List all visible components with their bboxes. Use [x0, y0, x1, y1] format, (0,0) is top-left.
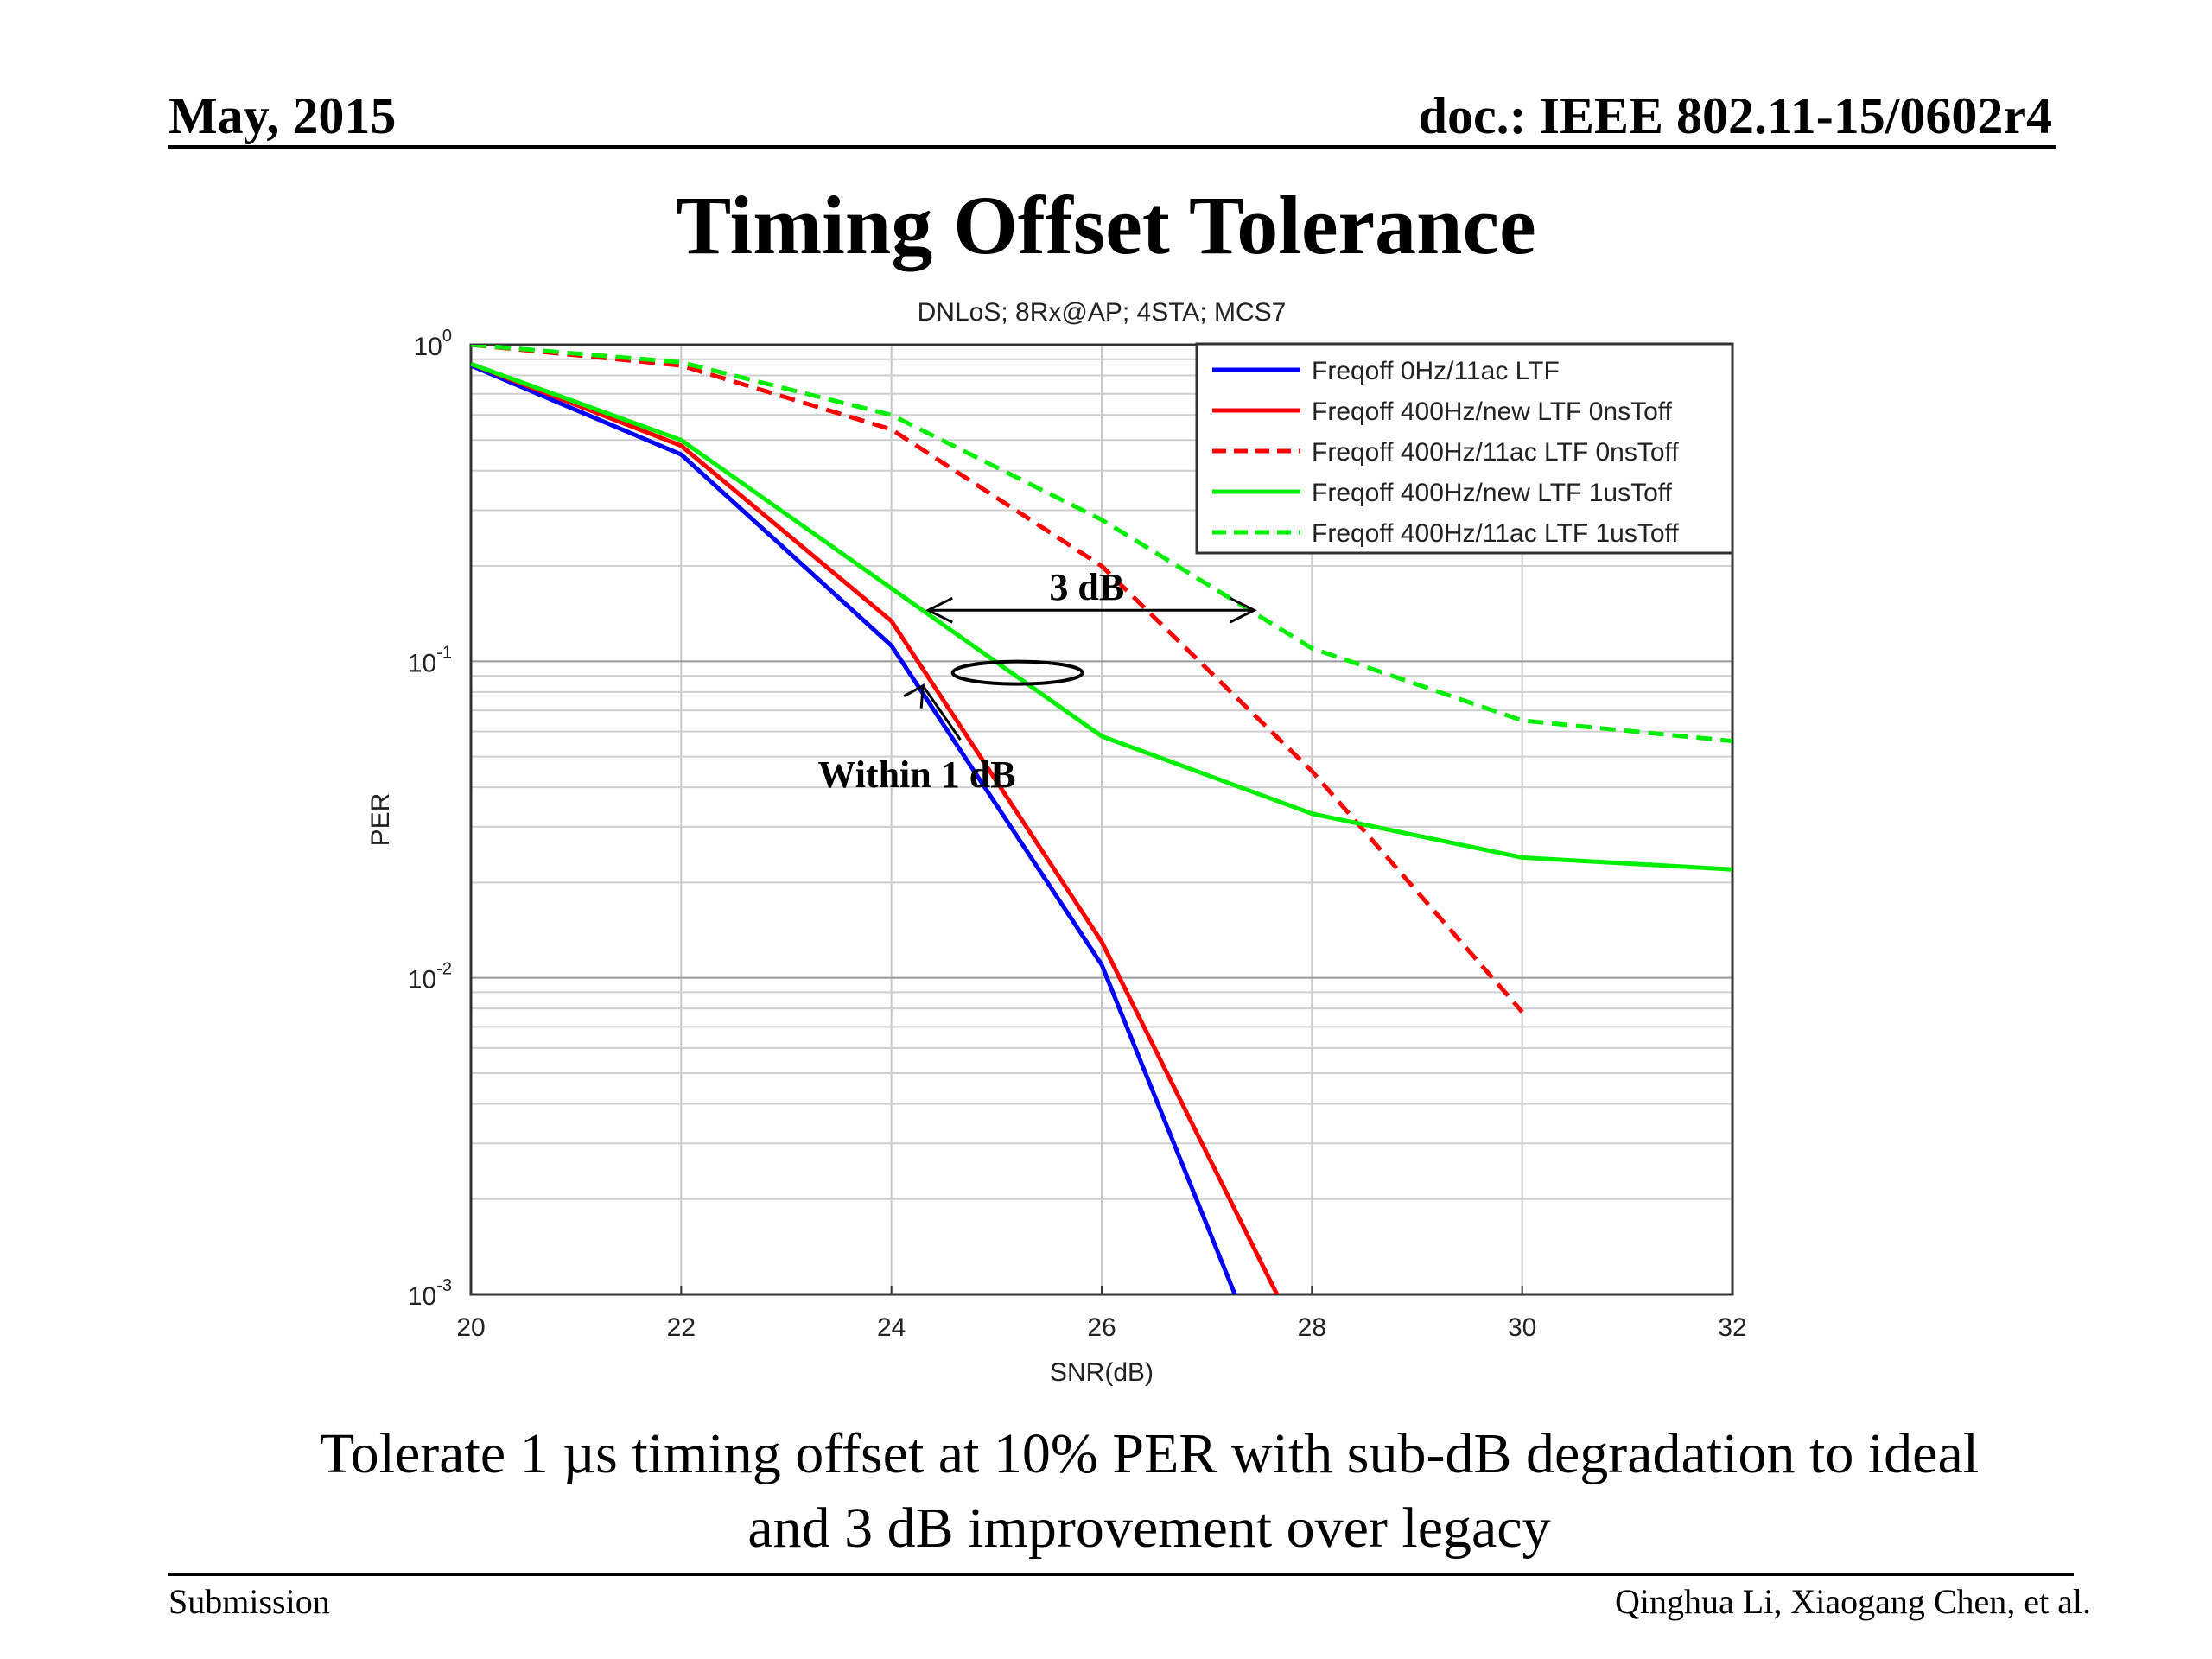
legend-label-4: Freqoff 400Hz/new LTF 1usToff	[1312, 479, 1673, 507]
series-line-1	[471, 363, 1237, 1294]
legend-box	[1195, 342, 1734, 555]
footer-authors: Qinghua Li, Xiaogang Chen, et al.	[1615, 1582, 2091, 1621]
legend-label-1: Freqoff 0Hz/11ac LTF	[1312, 357, 1560, 385]
footer-divider	[168, 1573, 2074, 1576]
annotations: 3 dB Within 1 dB	[818, 566, 1257, 796]
series-line-4	[471, 361, 1732, 872]
within-1db-arrow	[921, 684, 962, 741]
slide-caption: Tolerate 1 µs timing offset at 10% PER w…	[0, 1417, 2212, 1566]
three-db-label: 3 dB	[1049, 566, 1124, 608]
legend-label-5: Freqoff 400Hz/11ac LTF 1usToff	[1312, 519, 1679, 548]
series-line-2	[471, 361, 1280, 1294]
x-axis-label: SNR(dB)	[1050, 1358, 1154, 1387]
header-divider	[168, 145, 2056, 149]
x-tick-label: 22	[667, 1313, 696, 1342]
grid-lines	[470, 345, 1733, 1295]
x-tick-label: 30	[1508, 1313, 1536, 1342]
y-tick-label: 10-1	[408, 643, 452, 677]
chart-title: DNLoS; 8Rx@AP; 4STA; MCS7	[918, 298, 1287, 327]
footer-submission: Submission	[168, 1582, 330, 1621]
arrow-head-left	[925, 596, 953, 624]
x-tick-label: 28	[1298, 1313, 1326, 1342]
x-tick-label: 20	[456, 1313, 485, 1342]
x-tick-label: 26	[1087, 1313, 1116, 1342]
x-tick-label: 24	[877, 1313, 906, 1342]
series-layer	[471, 345, 1732, 1294]
axis-ticks: 20 22 24 26 28 30 32 100 10-1 10-2 10-3	[408, 327, 1747, 1342]
legend-label-3: Freqoff 400Hz/11ac LTF 0nsToff	[1312, 438, 1679, 467]
legend-label-2: Freqoff 400Hz/new LTF 0nsToff	[1312, 397, 1673, 426]
slide-title: Timing Offset Tolerance	[676, 179, 1536, 271]
caption-line-1: Tolerate 1 µs timing offset at 10% PER w…	[319, 1422, 1980, 1485]
caption-line-2: and 3 dB improvement over legacy	[747, 1497, 1551, 1560]
within-1db-arrow-head	[903, 683, 925, 709]
arrow-head-right	[1229, 596, 1257, 624]
y-tick-label: 10-2	[408, 960, 452, 995]
legend: Freqoff 0Hz/11ac LTF Freqoff 400Hz/new LT…	[1195, 342, 1734, 555]
within-1db-label: Within 1 dB	[818, 753, 1016, 796]
header-date: May, 2015	[168, 87, 397, 144]
y-tick-label: 10-3	[408, 1276, 452, 1311]
series-line-3	[471, 345, 1524, 1014]
x-tick-label: 32	[1718, 1313, 1746, 1342]
y-tick-label: 100	[414, 327, 453, 361]
series-line-5	[471, 345, 1732, 744]
y-axis-label: PER	[366, 793, 395, 847]
header-doc-id: doc.: IEEE 802.11-15/0602r4	[1418, 87, 2052, 144]
within-1db-ellipse	[950, 659, 1084, 686]
